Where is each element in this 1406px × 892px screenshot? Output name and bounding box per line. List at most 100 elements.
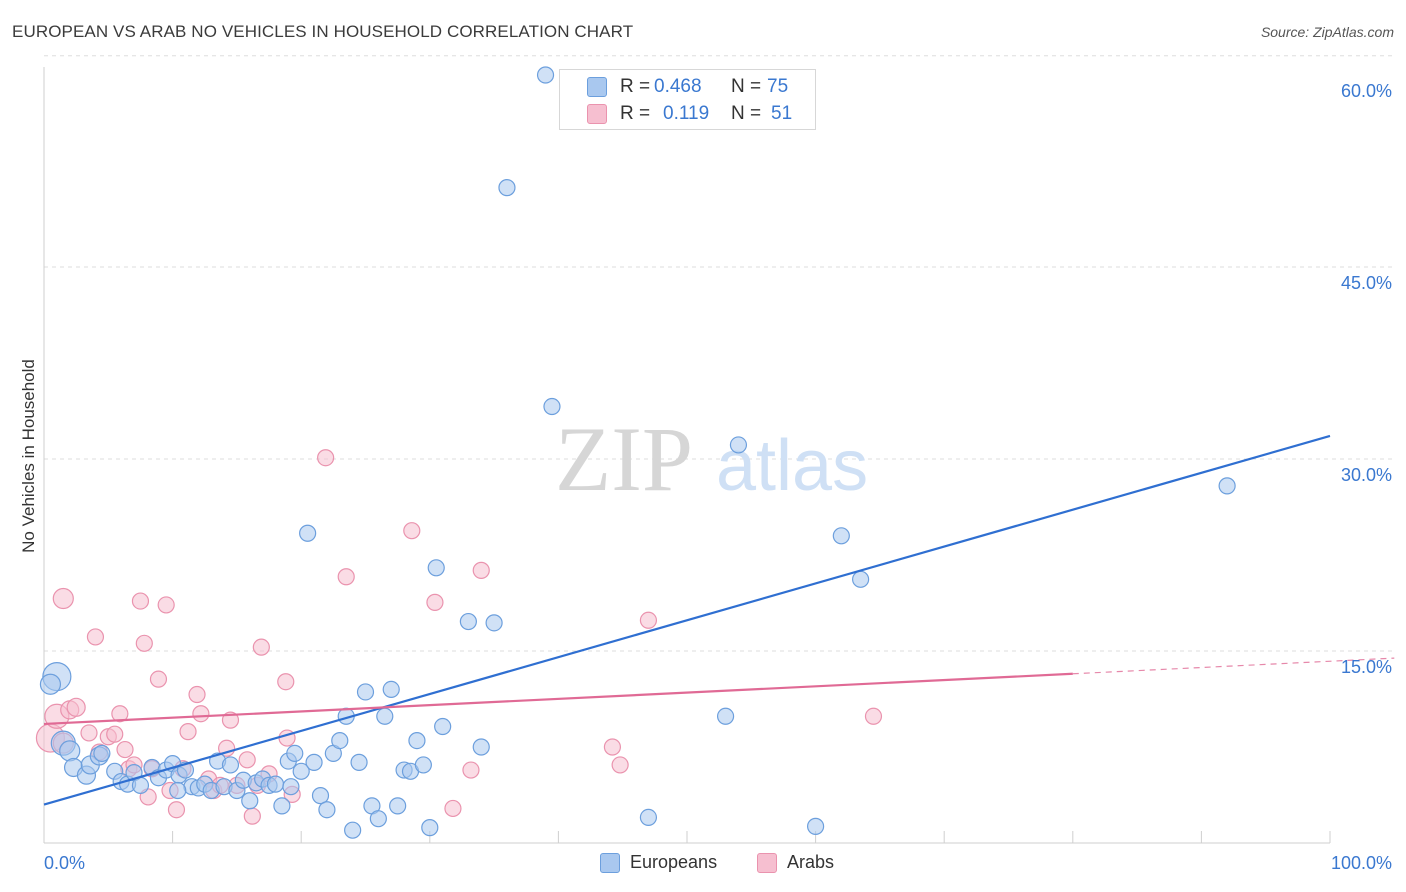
european-point [311,787,330,805]
arab-point [337,568,355,586]
european-point [131,776,150,795]
chart-source: Source: ZipAtlas.com [1260,24,1394,40]
legend-n-label: N = [731,103,762,124]
legend-r-value: 0.468 [654,76,702,97]
legend-n-value: 75 [767,76,789,97]
arab-point [317,449,335,467]
european-point [169,781,187,800]
european-point [282,778,300,796]
y-tick-label: 60.0% [1341,81,1392,101]
arab-point [111,705,129,723]
european-point [498,179,516,197]
legend-swatch-pink [587,104,607,124]
data-points [35,66,1236,839]
arab-point [611,756,629,774]
european-point [1218,477,1236,495]
european-point [369,810,387,828]
european-point [93,744,111,763]
arab-point [639,611,658,629]
european-point [408,731,426,750]
arab-point [179,723,197,741]
european-point [389,797,407,815]
legend-label-arabs: Arabs [787,852,835,872]
european-point [273,797,291,815]
european-point [318,801,336,819]
europeans-swatch [600,852,620,873]
european-point [729,436,748,454]
arab-point [403,522,421,540]
y-axis-label: No Vehicles in Household [19,359,38,553]
arabs-swatch [757,852,777,873]
european-point [39,673,62,695]
legend-row-arabs: R = 0.119 N = 51 [560,101,815,127]
arab-point [167,801,186,819]
legend-label-europeans: Europeans [630,852,718,872]
european-point [434,717,452,736]
x-tick-label: 100.0% [1331,853,1392,873]
grid-lines [44,55,1392,652]
european-point [459,612,477,631]
legend-n-value: 51 [771,103,793,124]
european-point [485,614,503,632]
chart-title: EUROPEAN VS ARAB NO VEHICLES IN HOUSEHOL… [12,22,634,41]
y-tick-label: 30.0% [1341,465,1392,485]
legend-item-europeans[interactable]: Europeans [600,852,717,873]
arab-point [188,685,206,704]
correlation-legend: R = 0.468 N = 75 R = 0.119 N = 51 [559,69,816,130]
arabs-trend-extension [1072,657,1395,675]
arab-point [462,761,480,779]
european-point [331,731,349,750]
arab-point [52,587,74,610]
arab-point [149,670,168,688]
european-point [543,397,561,416]
european-point [852,570,870,588]
arab-point [106,725,124,743]
series-legend: Europeans Arabs [0,852,1406,878]
european-point [305,753,323,771]
european-point [376,707,394,725]
arab-point [252,638,270,656]
arab-point [603,738,622,756]
european-point [414,756,432,774]
x-tick-label: 0.0% [44,853,85,873]
legend-n-label: N = [731,76,762,97]
watermark-zip: ZIP [555,408,693,510]
european-point [806,817,825,835]
european-point [472,738,490,756]
european-point [421,819,439,837]
arab-point [426,593,444,611]
european-point [286,744,304,763]
watermark: ZIP atlas [555,408,868,510]
legend-item-arabs[interactable]: Arabs [757,852,834,873]
european-point [716,707,735,725]
arab-point [864,707,883,725]
european-point [832,527,850,545]
arab-point [157,596,175,614]
arab-point [135,634,153,652]
legend-r-label: R = [620,76,651,97]
legend-row-europeans: R = 0.468 N = 75 [560,74,815,100]
axes [43,67,1331,844]
european-point [427,559,445,577]
european-point [292,762,310,780]
arab-point [277,673,295,691]
europeans-trend-line [43,434,1331,806]
european-point [639,808,658,827]
european-point [536,66,555,84]
european-point [344,821,362,839]
arab-point [243,807,261,825]
arabs-trend-line [43,672,1073,726]
european-point [350,753,368,771]
european-point [241,792,259,810]
y-tick-label: 15.0% [1341,657,1392,677]
arab-point [238,751,256,769]
legend-r-value: 0.119 [663,103,710,124]
legend-swatch-blue [587,77,607,97]
arab-point [66,697,86,717]
y-tick-label: 45.0% [1341,273,1392,293]
arab-point [86,628,105,646]
arab-point [192,705,210,723]
trend-lines [43,434,1395,806]
european-point [299,524,317,542]
